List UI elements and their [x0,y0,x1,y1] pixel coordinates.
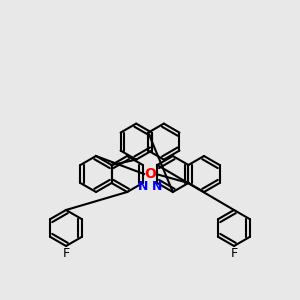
Text: N: N [152,179,162,193]
Text: N: N [138,179,148,193]
Text: O: O [144,167,156,181]
Text: F: F [62,247,70,260]
Text: F: F [230,247,238,260]
